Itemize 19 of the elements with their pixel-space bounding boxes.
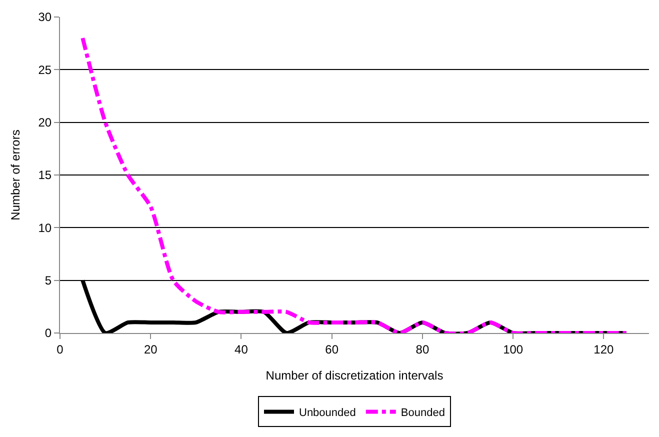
y-axis-title: Number of errors bbox=[8, 130, 23, 220]
x-tick-label: 100 bbox=[503, 342, 524, 356]
legend-label: Unbounded bbox=[299, 406, 356, 419]
line-series bbox=[80, 36, 628, 333]
x-tick-label: 80 bbox=[416, 342, 430, 356]
y-tick-label: 10 bbox=[38, 220, 52, 235]
x-tick-label: 0 bbox=[56, 342, 64, 356]
y-tick-label: 25 bbox=[38, 62, 52, 77]
x-tick-label: 20 bbox=[144, 342, 158, 356]
x-tick-label: 60 bbox=[325, 342, 339, 356]
y-tick-label: 0 bbox=[44, 326, 52, 340]
legend-label: Bounded bbox=[400, 406, 445, 419]
y-tick-label: 20 bbox=[38, 116, 52, 130]
y-tick-label: 30 bbox=[38, 10, 52, 24]
x-tick-label: 120 bbox=[594, 342, 614, 356]
x-axis-title: Number of discretization intervals bbox=[266, 368, 444, 382]
y-tick-label: 5 bbox=[44, 274, 52, 288]
y-tick-label: 15 bbox=[38, 168, 52, 182]
x-tick-label: 40 bbox=[234, 342, 248, 356]
